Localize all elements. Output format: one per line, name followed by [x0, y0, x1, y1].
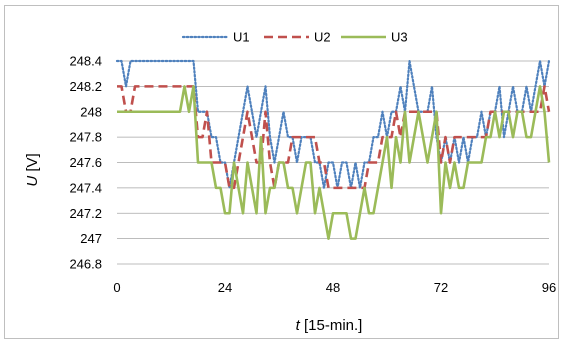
- y-tick-label: 247.4: [69, 180, 102, 195]
- x-tick-labels: 0 24 48 72 96: [113, 280, 556, 295]
- legend-label-u3: U3: [391, 30, 408, 45]
- y-axis-unit: [V]: [24, 153, 41, 176]
- x-tick-label: 0: [113, 280, 120, 295]
- y-tick-label: 246.8: [69, 257, 102, 272]
- series-lines: [115, 59, 551, 240]
- x-axis-unit: [15-min.]: [300, 317, 363, 334]
- y-tick-label: 247.2: [69, 206, 102, 221]
- legend-label-u2: U2: [314, 30, 331, 45]
- x-axis-variable: t: [296, 317, 301, 334]
- y-tick-label: 247.8: [69, 130, 102, 145]
- y-tick-labels: 246.8 247 247.2 247.4 247.6 247.8 248 248.2 248.…: [69, 54, 102, 272]
- series-line-u2: [117, 85, 551, 190]
- y-axis-variable: U: [24, 176, 41, 187]
- y-tick-label: 248.4: [69, 54, 102, 69]
- legend: U1 U2 U3: [181, 30, 408, 45]
- series-line-u1: [115, 59, 551, 189]
- y-axis-title: U [V]: [24, 153, 41, 186]
- y-tick-label: 248.2: [69, 79, 102, 94]
- x-tick-label: 24: [218, 280, 232, 295]
- y-tick-label: 248: [80, 104, 102, 119]
- x-tick-label: 72: [434, 280, 448, 295]
- y-tick-label: 247.6: [69, 155, 102, 170]
- legend-label-u1: U1: [233, 30, 250, 45]
- y-tick-label: 247: [80, 231, 102, 246]
- x-tick-label: 48: [326, 280, 340, 295]
- series-line-u3: [117, 85, 551, 240]
- x-axis-title: t [15-min.]: [296, 317, 363, 334]
- x-tick-label: 96: [542, 280, 556, 295]
